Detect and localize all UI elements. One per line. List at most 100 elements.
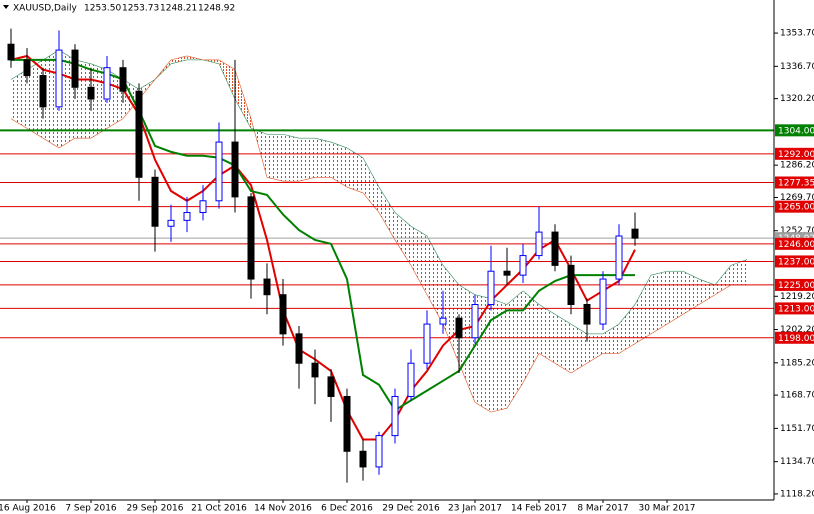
y-tick-label: 1336.70 bbox=[780, 62, 814, 72]
span-b-edge bbox=[474, 402, 492, 413]
span-b-edge bbox=[218, 59, 236, 70]
level-label: 1237.00 bbox=[778, 257, 814, 267]
span-a-edge bbox=[682, 270, 700, 280]
candle-body bbox=[455, 317, 463, 339]
cloud-bear bbox=[219, 59, 235, 100]
x-tick-label: 7 Sep 2016 bbox=[65, 504, 117, 514]
span-a-edge bbox=[570, 323, 588, 335]
level-box bbox=[775, 237, 814, 250]
level-box bbox=[775, 147, 814, 160]
header-value: 1248.92 bbox=[198, 4, 235, 14]
span-b-edge bbox=[458, 363, 476, 403]
span-a-edge bbox=[218, 63, 236, 100]
cloud-bull bbox=[43, 50, 59, 148]
candle-body bbox=[87, 86, 95, 100]
level-box bbox=[775, 255, 814, 268]
span-b-edge bbox=[538, 353, 556, 364]
span-b-edge bbox=[442, 323, 460, 364]
candle-body bbox=[535, 231, 543, 257]
candle-body bbox=[359, 450, 367, 468]
span-a-edge bbox=[282, 133, 300, 139]
x-tick-label: 29 Sep 2016 bbox=[126, 504, 183, 514]
level-box bbox=[775, 302, 814, 315]
x-tick-label: 8 Mar 2017 bbox=[577, 504, 628, 514]
x-tick-label: 21 Oct 2016 bbox=[191, 504, 247, 514]
cloud-bull bbox=[283, 134, 299, 182]
level-box bbox=[775, 200, 814, 213]
candles bbox=[7, 28, 639, 483]
span-b-edge bbox=[170, 55, 188, 61]
cloud-bull bbox=[299, 138, 315, 182]
span-a-edge bbox=[714, 265, 732, 286]
span-a-edge bbox=[618, 304, 636, 325]
candle-body bbox=[151, 176, 159, 227]
cloud-bear bbox=[171, 55, 187, 64]
candle-body bbox=[23, 59, 31, 77]
candle-body bbox=[199, 200, 207, 214]
cloud-bull bbox=[459, 284, 475, 403]
cloud-bull bbox=[635, 275, 651, 344]
span-a-edge bbox=[154, 63, 172, 80]
span-b-edge bbox=[634, 333, 652, 344]
cloud-bull bbox=[571, 324, 587, 373]
span-b-edge bbox=[506, 382, 524, 409]
level-label: 1213.00 bbox=[778, 304, 814, 314]
cloud-bull bbox=[507, 290, 523, 409]
span-a-edge bbox=[170, 59, 188, 65]
span-a-edge bbox=[634, 275, 652, 305]
cloud-bull bbox=[523, 290, 539, 383]
level-label: 1198.00 bbox=[778, 334, 814, 344]
cloud-bull bbox=[347, 147, 363, 193]
level-tags: 1248.921304.001292.001277.351265.001246.… bbox=[775, 124, 814, 344]
candle-body bbox=[375, 435, 383, 468]
span-a-edge bbox=[522, 290, 540, 305]
header-value: 1253.73 bbox=[122, 4, 159, 14]
candle-body bbox=[7, 43, 15, 61]
y-tick-label: 1269.70 bbox=[780, 193, 814, 203]
candle-body bbox=[135, 90, 143, 178]
candle-body bbox=[167, 219, 175, 227]
span-b-edge bbox=[698, 294, 716, 305]
span-a-edge bbox=[538, 304, 556, 315]
y-tick-label: 1353.70 bbox=[780, 29, 814, 39]
x-tick-label: 6 Dec 2016 bbox=[321, 504, 373, 514]
candle-body bbox=[407, 362, 415, 397]
span-b-edge bbox=[682, 304, 700, 315]
candle-body bbox=[439, 317, 447, 325]
cloud-bull bbox=[731, 259, 747, 285]
span-a-edge bbox=[330, 141, 348, 149]
candle-body bbox=[231, 141, 239, 198]
span-a-edge bbox=[378, 186, 396, 213]
span-b-edge bbox=[58, 137, 76, 149]
base-line bbox=[11, 58, 635, 412]
candle-body bbox=[247, 196, 255, 280]
candle-body bbox=[343, 395, 351, 452]
x-tick-label: 23 Jan 2017 bbox=[448, 504, 502, 514]
x-tick-label: 14 Feb 2017 bbox=[511, 504, 567, 514]
levels bbox=[0, 129, 774, 339]
cloud-bull bbox=[363, 157, 379, 213]
span-a-edge bbox=[314, 137, 332, 143]
span-b-edge bbox=[42, 137, 60, 149]
candle-body bbox=[55, 49, 63, 108]
y-tick-label: 1202.20 bbox=[780, 325, 814, 335]
header-value: 1248.21 bbox=[160, 4, 197, 14]
span-b-edge bbox=[586, 353, 604, 364]
cloud-bull bbox=[11, 69, 27, 129]
candle-body bbox=[183, 212, 191, 221]
cloud-bull bbox=[491, 298, 507, 413]
span-a-edge bbox=[730, 259, 748, 266]
candle-body bbox=[503, 270, 511, 276]
y-tick-label: 1168.70 bbox=[780, 391, 814, 401]
span-a-edge bbox=[698, 278, 716, 286]
candle-body bbox=[71, 49, 79, 88]
conversion-line bbox=[10, 54, 636, 441]
span-b-edge bbox=[234, 69, 252, 119]
span-a-edge bbox=[554, 314, 572, 325]
candle-body bbox=[631, 228, 639, 239]
candle-body bbox=[567, 264, 575, 306]
span-b-edge bbox=[618, 343, 636, 354]
cloud-bull bbox=[619, 304, 635, 354]
x-tick-label: 30 Mar 2017 bbox=[638, 504, 695, 514]
level-box bbox=[775, 124, 814, 137]
